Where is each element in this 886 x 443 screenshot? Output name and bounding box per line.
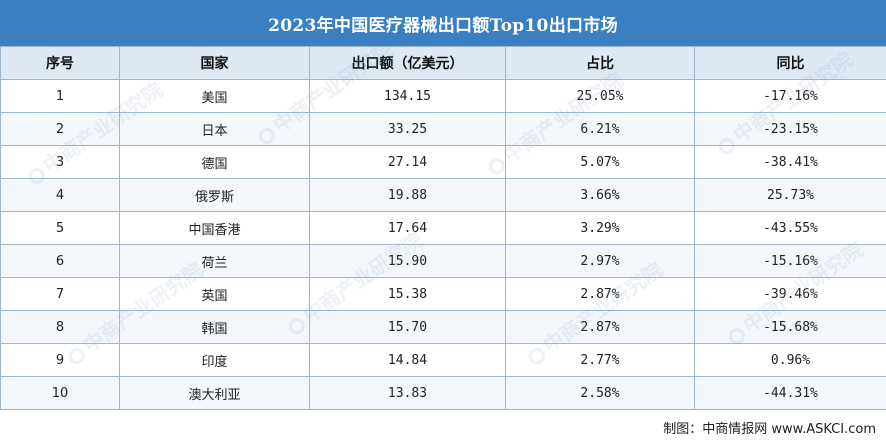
column-header-export-value: 出口额（亿美元） (309, 46, 506, 80)
table-row: 1 美国 134.15 25.05% -17.16% (0, 79, 886, 113)
cell-country: 英国 (119, 277, 310, 311)
cell-export-value: 19.88 (309, 178, 506, 212)
cell-rank: 5 (0, 211, 120, 245)
table-row: 5 中国香港 17.64 3.29% -43.55% (0, 211, 886, 245)
cell-country: 德国 (119, 145, 310, 179)
cell-export-value: 13.83 (309, 376, 506, 410)
table-row: 2 日本 33.25 6.21% -23.15% (0, 112, 886, 146)
cell-yoy: -43.55% (694, 211, 886, 245)
table-row: 6 荷兰 15.90 2.97% -15.16% (0, 244, 886, 278)
cell-country: 印度 (119, 343, 310, 377)
cell-share: 6.21% (505, 112, 695, 146)
cell-country: 日本 (119, 112, 310, 146)
cell-country: 荷兰 (119, 244, 310, 278)
cell-share: 3.66% (505, 178, 695, 212)
cell-rank: 1 (0, 79, 120, 113)
cell-yoy: -15.68% (694, 310, 886, 344)
cell-rank: 2 (0, 112, 120, 146)
cell-country: 韩国 (119, 310, 310, 344)
cell-yoy: -38.41% (694, 145, 886, 179)
cell-share: 2.77% (505, 343, 695, 377)
cell-yoy: -44.31% (694, 376, 886, 410)
cell-country: 中国香港 (119, 211, 310, 245)
cell-export-value: 134.15 (309, 79, 506, 113)
export-table: 序号 国家 出口额（亿美元） 占比 同比 1 美国 134.15 25.05% … (0, 46, 886, 410)
table-row: 3 德国 27.14 5.07% -38.41% (0, 145, 886, 179)
cell-export-value: 15.38 (309, 277, 506, 311)
cell-yoy: -23.15% (694, 112, 886, 146)
cell-share: 25.05% (505, 79, 695, 113)
table-row: 9 印度 14.84 2.77% 0.96% (0, 343, 886, 377)
cell-share: 2.58% (505, 376, 695, 410)
cell-rank: 7 (0, 277, 120, 311)
column-header-country: 国家 (119, 46, 310, 80)
cell-export-value: 15.70 (309, 310, 506, 344)
table-row: 8 韩国 15.70 2.87% -15.68% (0, 310, 886, 344)
cell-share: 2.87% (505, 310, 695, 344)
cell-export-value: 17.64 (309, 211, 506, 245)
table-row: 7 英国 15.38 2.87% -39.46% (0, 277, 886, 311)
cell-rank: 10 (0, 376, 120, 410)
cell-country: 美国 (119, 79, 310, 113)
cell-export-value: 27.14 (309, 145, 506, 179)
cell-yoy: -15.16% (694, 244, 886, 278)
cell-rank: 3 (0, 145, 120, 179)
cell-yoy: -17.16% (694, 79, 886, 113)
cell-share: 5.07% (505, 145, 695, 179)
table-header-row: 序号 国家 出口额（亿美元） 占比 同比 (0, 46, 886, 80)
cell-yoy: 25.73% (694, 178, 886, 212)
cell-rank: 6 (0, 244, 120, 278)
table-row: 10 澳大利亚 13.83 2.58% -44.31% (0, 376, 886, 410)
column-header-rank: 序号 (0, 46, 120, 80)
cell-country: 澳大利亚 (119, 376, 310, 410)
cell-yoy: -39.46% (694, 277, 886, 311)
cell-rank: 4 (0, 178, 120, 212)
cell-export-value: 14.84 (309, 343, 506, 377)
cell-yoy: 0.96% (694, 343, 886, 377)
cell-share: 2.87% (505, 277, 695, 311)
cell-rank: 9 (0, 343, 120, 377)
cell-share: 3.29% (505, 211, 695, 245)
cell-rank: 8 (0, 310, 120, 344)
source-credit: 制图：中商情报网 www.ASKCI.com (663, 422, 876, 437)
cell-country: 俄罗斯 (119, 178, 310, 212)
title-bar: 2023年中国医疗器械出口额Top10出口市场 (0, 0, 886, 46)
column-header-yoy: 同比 (694, 46, 886, 80)
page-title: 2023年中国医疗器械出口额Top10出口市场 (268, 15, 618, 36)
cell-export-value: 33.25 (309, 112, 506, 146)
table-row: 4 俄罗斯 19.88 3.66% 25.73% (0, 178, 886, 212)
cell-share: 2.97% (505, 244, 695, 278)
cell-export-value: 15.90 (309, 244, 506, 278)
column-header-share: 占比 (505, 46, 695, 80)
